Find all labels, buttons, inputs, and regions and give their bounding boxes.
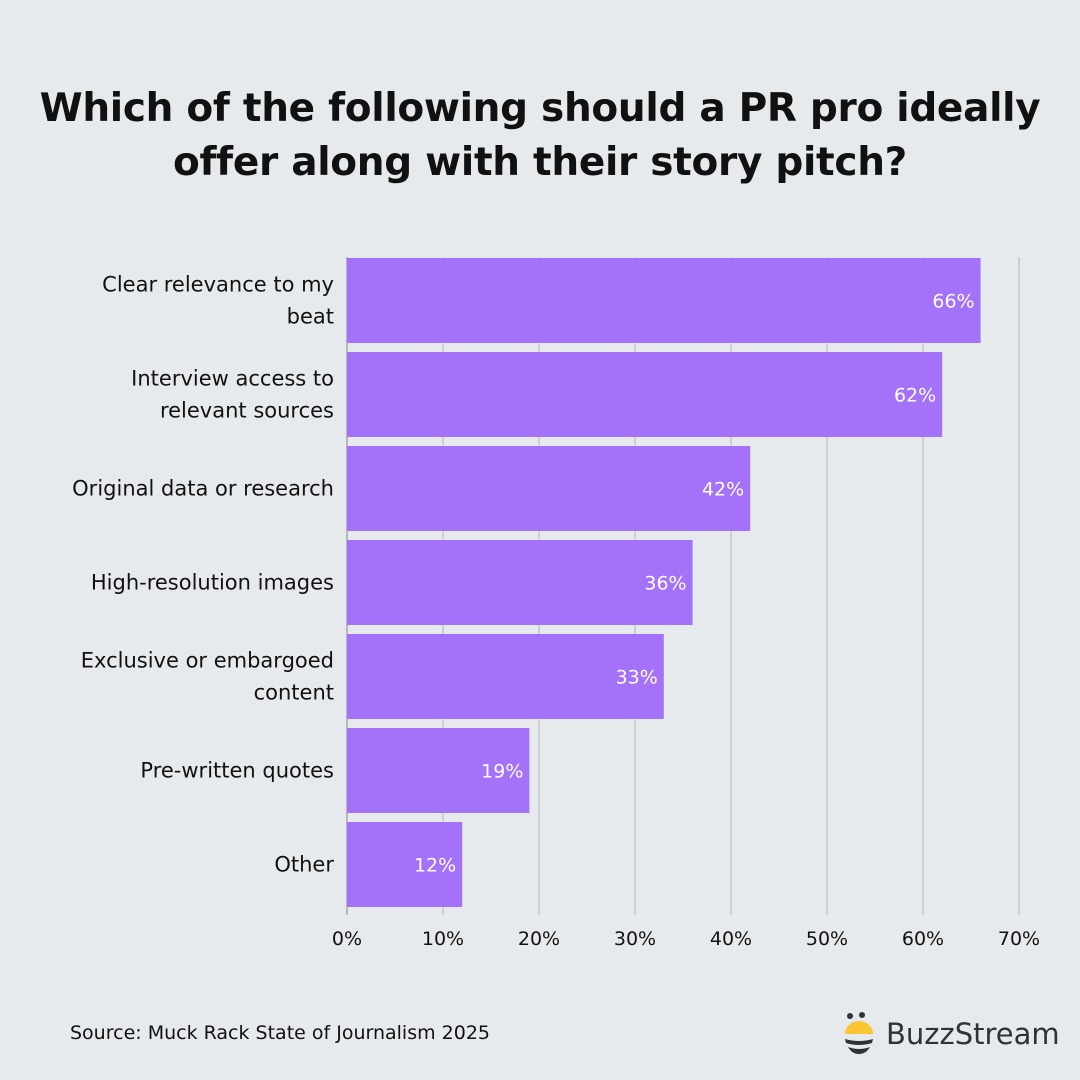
data-label: 19% [481,761,523,783]
buzzstream-logo: BuzzStream [842,1012,1060,1056]
bar [347,258,981,343]
x-tick-label: 0% [332,928,362,950]
x-tick-label: 30% [614,928,656,950]
bee-icon [845,1012,873,1054]
bar [347,540,693,625]
x-tick-label: 20% [518,928,560,950]
bar [347,822,463,907]
x-tick-label: 70% [998,928,1040,950]
bar-chart: 0% 10% 20% 30% 40% 50% 60% 70% 66% Clear relevanc… [72,257,1040,950]
category-label: Exclusive or embargoed [81,649,334,673]
x-tick-label: 40% [710,928,752,950]
source-note: Source: Muck Rack State of Journalism 20… [70,1022,491,1044]
bar [347,728,530,813]
category-label: High-resolution images [91,571,334,595]
bar [347,352,943,437]
category-label: Original data or research [72,477,334,501]
bar [347,634,664,719]
data-label: 12% [414,855,456,877]
brand-name: BuzzStream [886,1017,1060,1051]
data-label: 36% [644,573,686,595]
bar [347,446,751,531]
category-label: beat [287,305,334,329]
category-label: Clear relevance to my [102,273,334,297]
category-label: Pre-written quotes [140,759,334,783]
category-label: relevant sources [160,399,334,423]
category-label: Other [274,853,334,877]
data-label: 42% [702,479,744,501]
x-tick-label: 50% [806,928,848,950]
data-label: 66% [932,291,974,313]
x-tick-label: 60% [902,928,944,950]
x-tick-label: 10% [422,928,464,950]
category-label: Interview access to [131,367,334,391]
category-label: content [254,681,334,705]
chart-title: Which of the following should a PR pro i… [39,86,1041,185]
data-label: 62% [894,385,936,407]
data-label: 33% [616,667,658,689]
